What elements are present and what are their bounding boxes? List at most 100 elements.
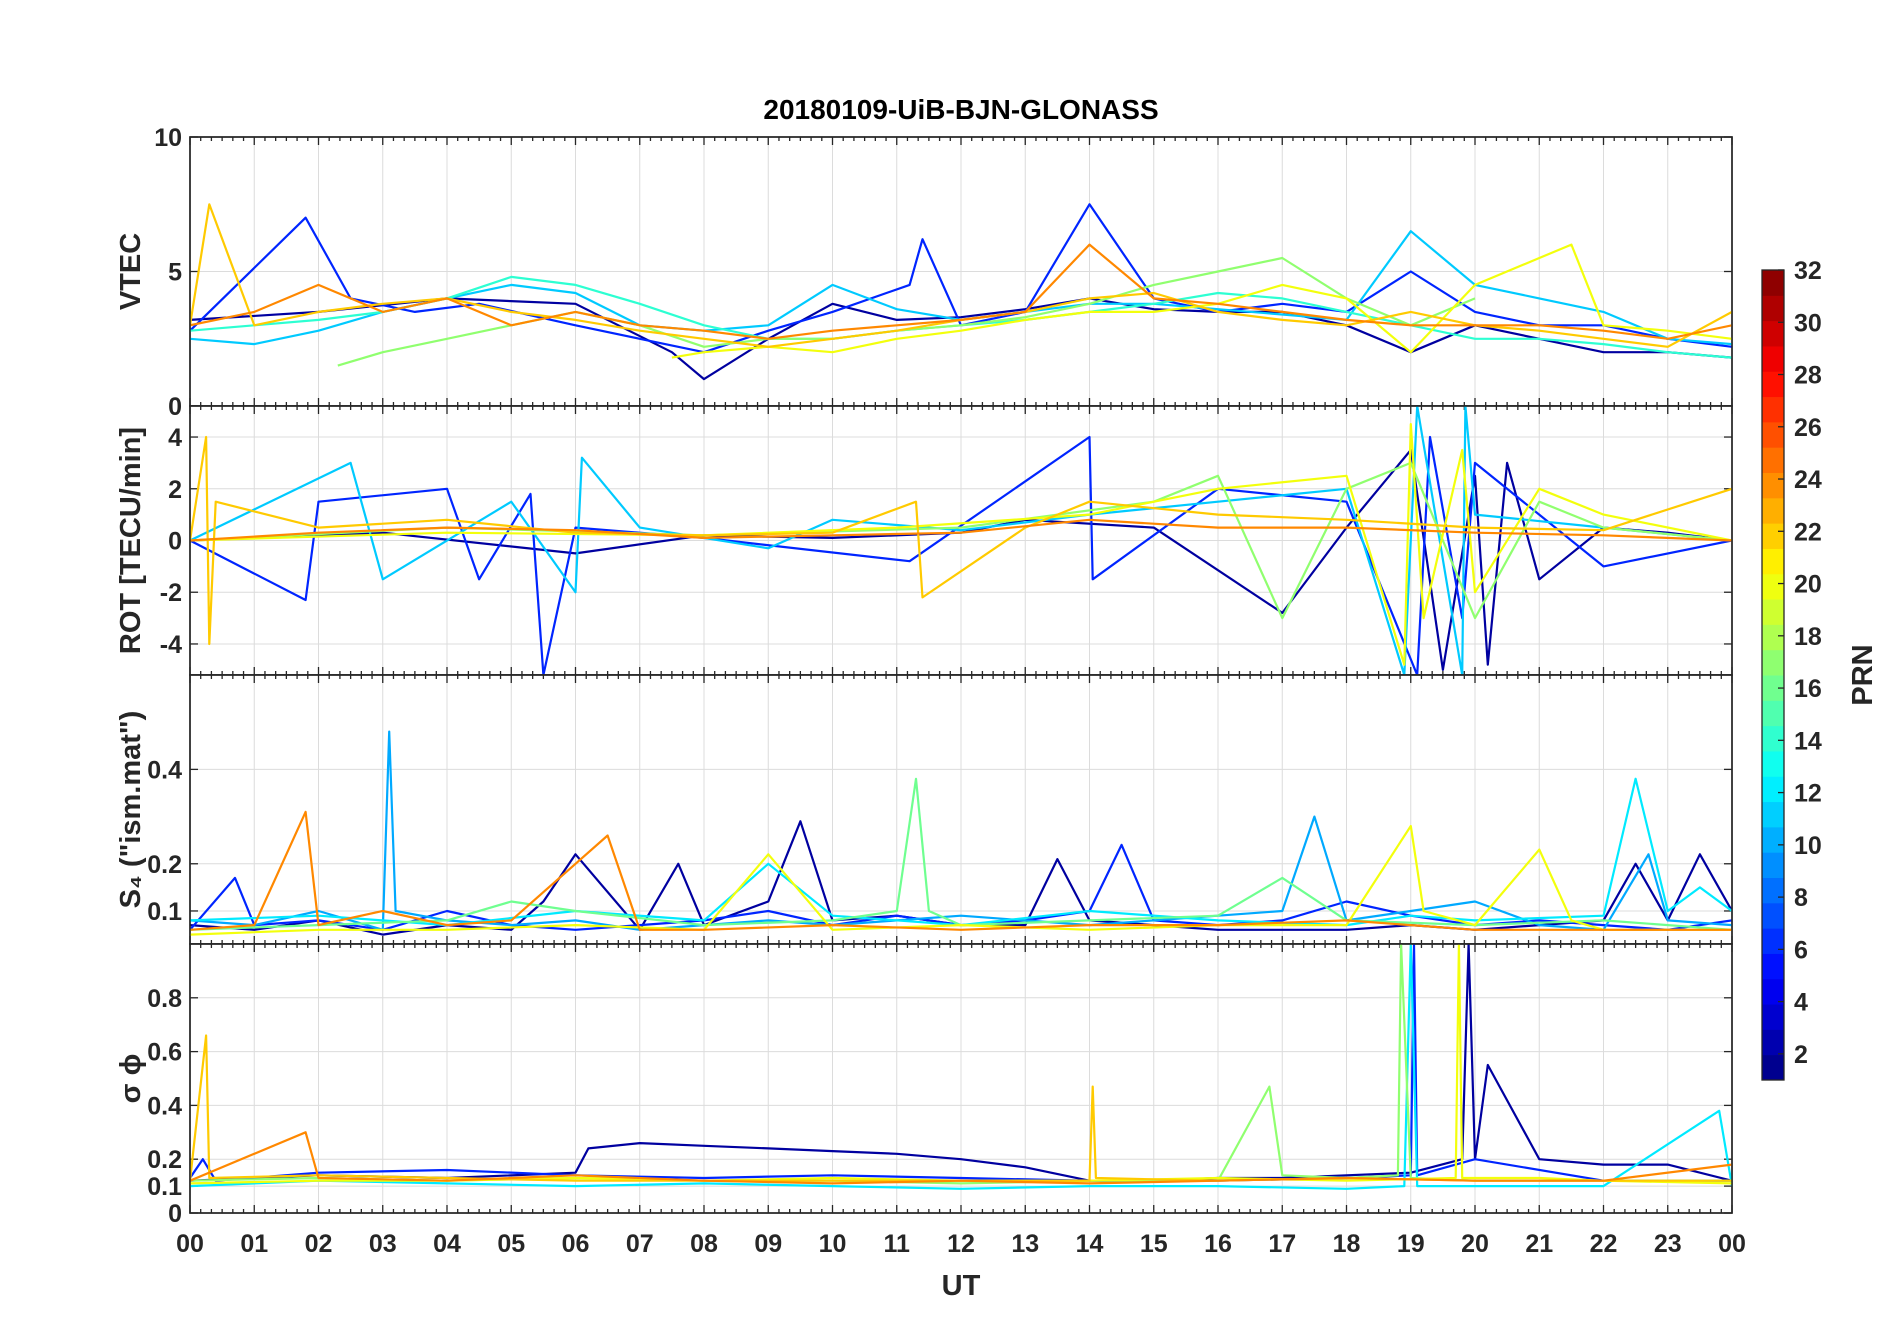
colorbar-segment <box>1762 371 1784 398</box>
x-tick-label: 03 <box>369 1230 397 1258</box>
colorbar-segment <box>1762 700 1784 727</box>
series-prn-20 <box>190 423 1732 666</box>
x-tick-label: 22 <box>1590 1230 1618 1258</box>
colorbar-segment <box>1762 1029 1784 1056</box>
colorbar-tick-label: 4 <box>1794 989 1808 1017</box>
y-tick-label: 0.4 <box>147 756 182 784</box>
x-tick-label: 09 <box>754 1230 782 1258</box>
colorbar-segment <box>1762 675 1784 701</box>
y-tick-label: 4 <box>168 424 182 452</box>
series-prn-24 <box>190 243 1732 340</box>
x-tick-label: 07 <box>626 1230 654 1258</box>
x-tick-label: 11 <box>884 1230 911 1258</box>
series-prn-6 <box>190 435 1732 675</box>
series-prn-24 <box>190 810 1732 931</box>
colorbar-tick-label: 6 <box>1794 936 1808 964</box>
colorbar-tick-label: 22 <box>1794 518 1822 546</box>
colorbar-segment <box>1762 978 1784 1005</box>
y-tick-label: 0.1 <box>147 1173 182 1201</box>
y-tick-label: 0.8 <box>147 985 182 1013</box>
y-axis-label: VTEC <box>115 233 147 310</box>
colorbar-tick-label: 12 <box>1794 780 1822 808</box>
panel-1-series <box>190 406 1732 675</box>
x-tick-label: 10 <box>819 1230 847 1258</box>
x-tick-label: 04 <box>433 1230 461 1258</box>
y-tick-label: 0.2 <box>147 1146 182 1174</box>
panel-2-series <box>190 730 1732 936</box>
series-prn-22 <box>190 435 1732 646</box>
colorbar-segment <box>1762 548 1784 575</box>
colorbar-segment <box>1762 1004 1784 1030</box>
colorbar-segment <box>1762 1054 1784 1081</box>
colorbar-segment <box>1762 573 1784 600</box>
colorbar-segment <box>1762 624 1784 651</box>
y-axis-label: S₄ ("ism.mat") <box>115 711 147 909</box>
panel-3-series <box>190 944 1732 1190</box>
colorbar-border <box>1761 269 1785 1081</box>
series-prn-11 <box>190 406 1732 675</box>
y-tick-label: 0 <box>168 393 182 421</box>
x-tick-label: 19 <box>1397 1230 1425 1258</box>
x-tick-label: 16 <box>1204 1230 1232 1258</box>
panel-3: 00.10.2 0.4 0.6 0.8 σ ϕ <box>115 943 1733 1228</box>
series-prn-22 <box>190 203 1732 348</box>
x-tick-label: 08 <box>690 1230 718 1258</box>
x-tick-label: 02 <box>305 1230 333 1258</box>
x-tick-label: 06 <box>562 1230 590 1258</box>
chart-title: 20180109-UiB-BJN-GLONASS <box>763 94 1158 125</box>
colorbar-segment <box>1762 523 1784 549</box>
colorbar-tick-label: 10 <box>1794 832 1822 860</box>
colorbar-segment <box>1762 270 1784 296</box>
series-prn-12 <box>190 944 1732 1190</box>
colorbar-segment <box>1762 877 1784 904</box>
colorbar-segment <box>1762 725 1784 752</box>
colorbar-tick-label: 16 <box>1794 675 1822 703</box>
colorbar-segment <box>1762 472 1784 499</box>
panel-2: 0.1 0.2 0.4S₄ ("ism.mat") <box>115 674 1733 945</box>
colorbar-tick-label: 26 <box>1794 414 1822 442</box>
colorbar-segment <box>1762 928 1784 954</box>
colorbar-segment <box>1762 902 1784 929</box>
colorbar-segment <box>1762 826 1784 853</box>
y-tick-label: -2 <box>160 579 182 607</box>
y-tick-label: -4 <box>160 631 182 659</box>
series-prn-24 <box>190 1131 1732 1185</box>
series-prn-12 <box>190 777 1732 927</box>
colorbar-tick-label: 32 <box>1794 257 1822 285</box>
colorbar-segment <box>1762 497 1784 524</box>
colorbar-segment <box>1762 852 1784 878</box>
series-prn-24 <box>190 518 1732 542</box>
y-tick-label: 10 <box>154 124 182 152</box>
colorbar-segment <box>1762 599 1784 625</box>
colorbar-segment <box>1762 320 1784 347</box>
x-tick-label: 00 <box>1718 1230 1746 1258</box>
colorbar-tick-label: 14 <box>1794 727 1822 755</box>
x-tick-label: 13 <box>1011 1230 1039 1258</box>
colorbar-tick-label: 24 <box>1794 466 1822 494</box>
series-prn-20 <box>190 824 1732 936</box>
panel-0-series <box>190 203 1732 381</box>
panel-3-border <box>189 943 1733 1214</box>
y-tick-label: 5 <box>168 259 182 287</box>
x-tick-label: 21 <box>1525 1230 1553 1258</box>
colorbar-segment <box>1762 345 1784 372</box>
colorbar-segment <box>1762 396 1784 423</box>
y-tick-label: 0.1 <box>147 898 182 926</box>
x-tick-label: 00 <box>176 1230 204 1258</box>
panel-0: 0 5 10 VTEC <box>115 124 1733 421</box>
y-tick-label: 0 <box>168 528 182 556</box>
series-prn-10 <box>190 730 1732 931</box>
colorbar-segment <box>1762 421 1784 448</box>
x-tick-label: 17 <box>1268 1230 1296 1258</box>
x-tick-label: 14 <box>1076 1230 1104 1258</box>
x-tick-label: 01 <box>240 1230 268 1258</box>
x-tick-label: 18 <box>1333 1230 1361 1258</box>
colorbar-segment <box>1762 776 1784 803</box>
x-tick-label: 20 <box>1461 1230 1489 1258</box>
colorbar-label: PRN <box>1847 644 1879 705</box>
y-tick-label: 0.2 <box>147 851 182 879</box>
colorbar-tick-label: 20 <box>1794 571 1822 599</box>
y-tick-label: 0 <box>168 1200 182 1228</box>
colorbar-segment <box>1762 750 1784 777</box>
